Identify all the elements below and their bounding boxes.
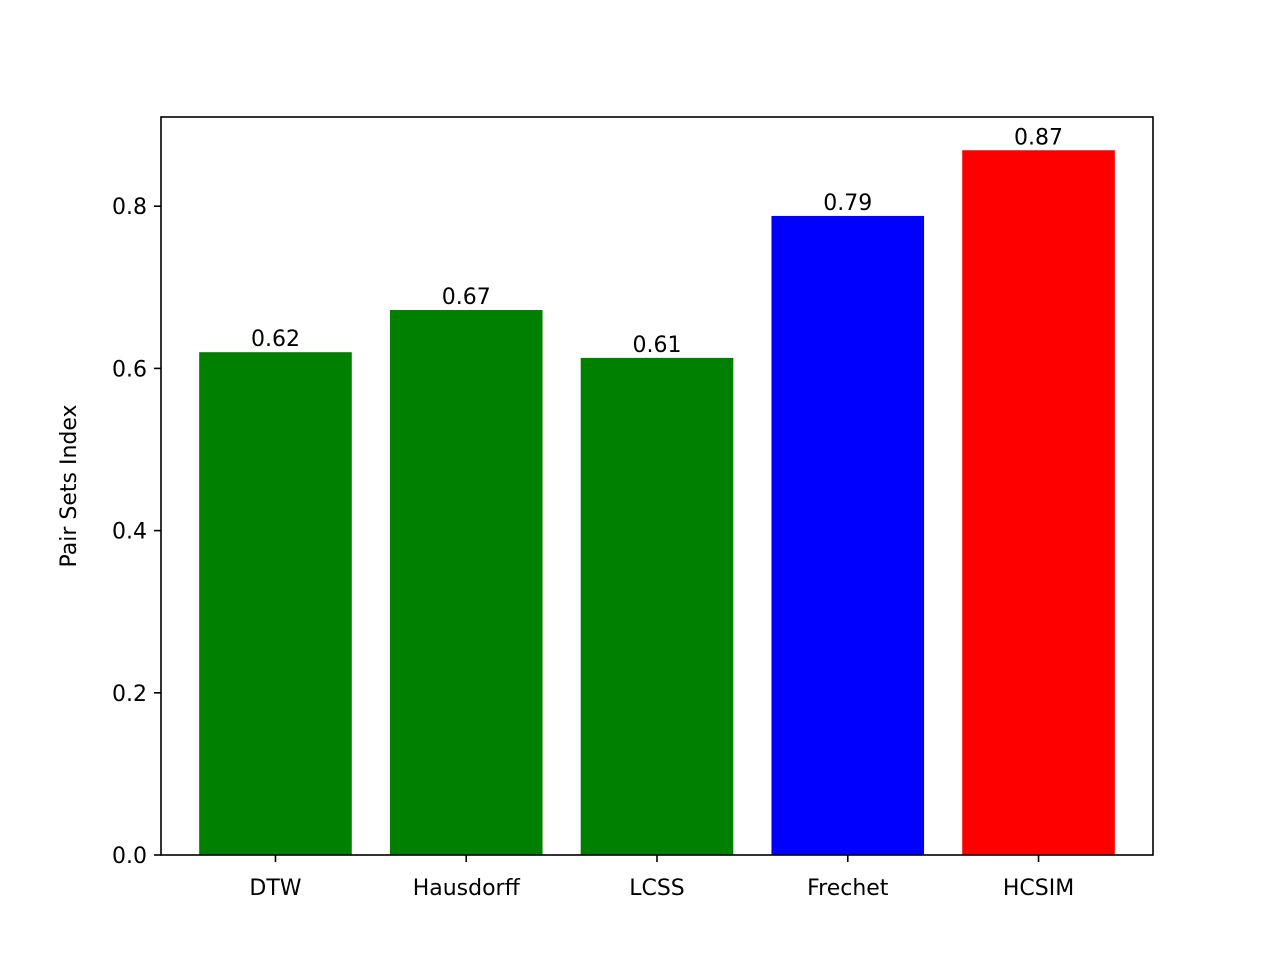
bar-hcsim: [962, 150, 1115, 855]
value-label-hausdorff: 0.67: [442, 285, 491, 310]
bars-layer: [199, 150, 1115, 855]
x-tick-label-frechet: Frechet: [807, 876, 889, 901]
y-tick-label-0.6: 0.6: [112, 357, 147, 382]
x-axis: DTW Hausdorff LCSS Frechet HCSIM: [249, 855, 1074, 901]
x-tick-label-hausdorff: Hausdorff: [413, 876, 521, 901]
y-tick-label-0.0: 0.0: [112, 844, 147, 869]
bar-lcss: [580, 357, 734, 855]
x-tick-label-lcss: LCSS: [629, 876, 685, 901]
y-tick-label-0.4: 0.4: [112, 520, 147, 545]
value-label-dtw: 0.62: [251, 327, 300, 352]
bar-hausdorff: [389, 310, 543, 855]
y-tick-label-0.8: 0.8: [112, 195, 147, 220]
value-label-lcss: 0.61: [633, 333, 682, 358]
y-axis: 0.0 0.2 0.4 0.6 0.8: [112, 195, 161, 869]
x-tick-label-dtw: DTW: [249, 876, 301, 901]
bar-frechet: [771, 215, 925, 855]
bar-dtw: [199, 352, 352, 855]
y-tick-label-0.2: 0.2: [112, 682, 147, 707]
plot-frame: [160, 116, 1154, 856]
y-axis-title: Pair Sets Index: [57, 404, 82, 567]
x-tick-label-hcsim: HCSIM: [1003, 876, 1074, 901]
value-label-hcsim: 0.87: [1014, 125, 1063, 150]
value-labels-layer: 0.62 0.67 0.61 0.79 0.87: [251, 125, 1063, 358]
value-label-frechet: 0.79: [823, 191, 872, 216]
